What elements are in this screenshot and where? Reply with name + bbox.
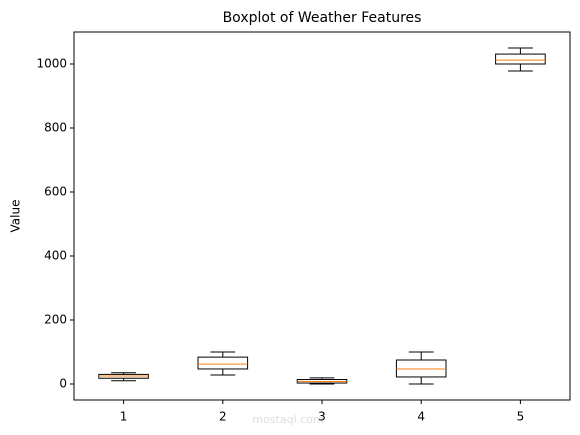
y-axis-label: Value	[9, 200, 23, 233]
plot-frame	[73, 31, 571, 401]
y-tick-label: 800	[44, 121, 67, 135]
box	[495, 53, 546, 65]
watermark: mostaql.com	[252, 413, 323, 426]
y-tick-label: 0	[59, 377, 67, 391]
x-tick-label: 1	[120, 410, 128, 424]
y-tick-label: 400	[44, 249, 67, 263]
box	[197, 356, 249, 370]
x-tick-label: 5	[517, 410, 525, 424]
x-tick-label: 3	[318, 410, 326, 424]
y-tick-label: 200	[44, 313, 67, 327]
x-tick-label: 4	[417, 410, 425, 424]
chart-title: Boxplot of Weather Features	[223, 10, 422, 26]
y-tick-label: 600	[44, 185, 67, 199]
x-tick-label: 2	[219, 410, 227, 424]
y-tick-label: 1000	[36, 57, 67, 71]
